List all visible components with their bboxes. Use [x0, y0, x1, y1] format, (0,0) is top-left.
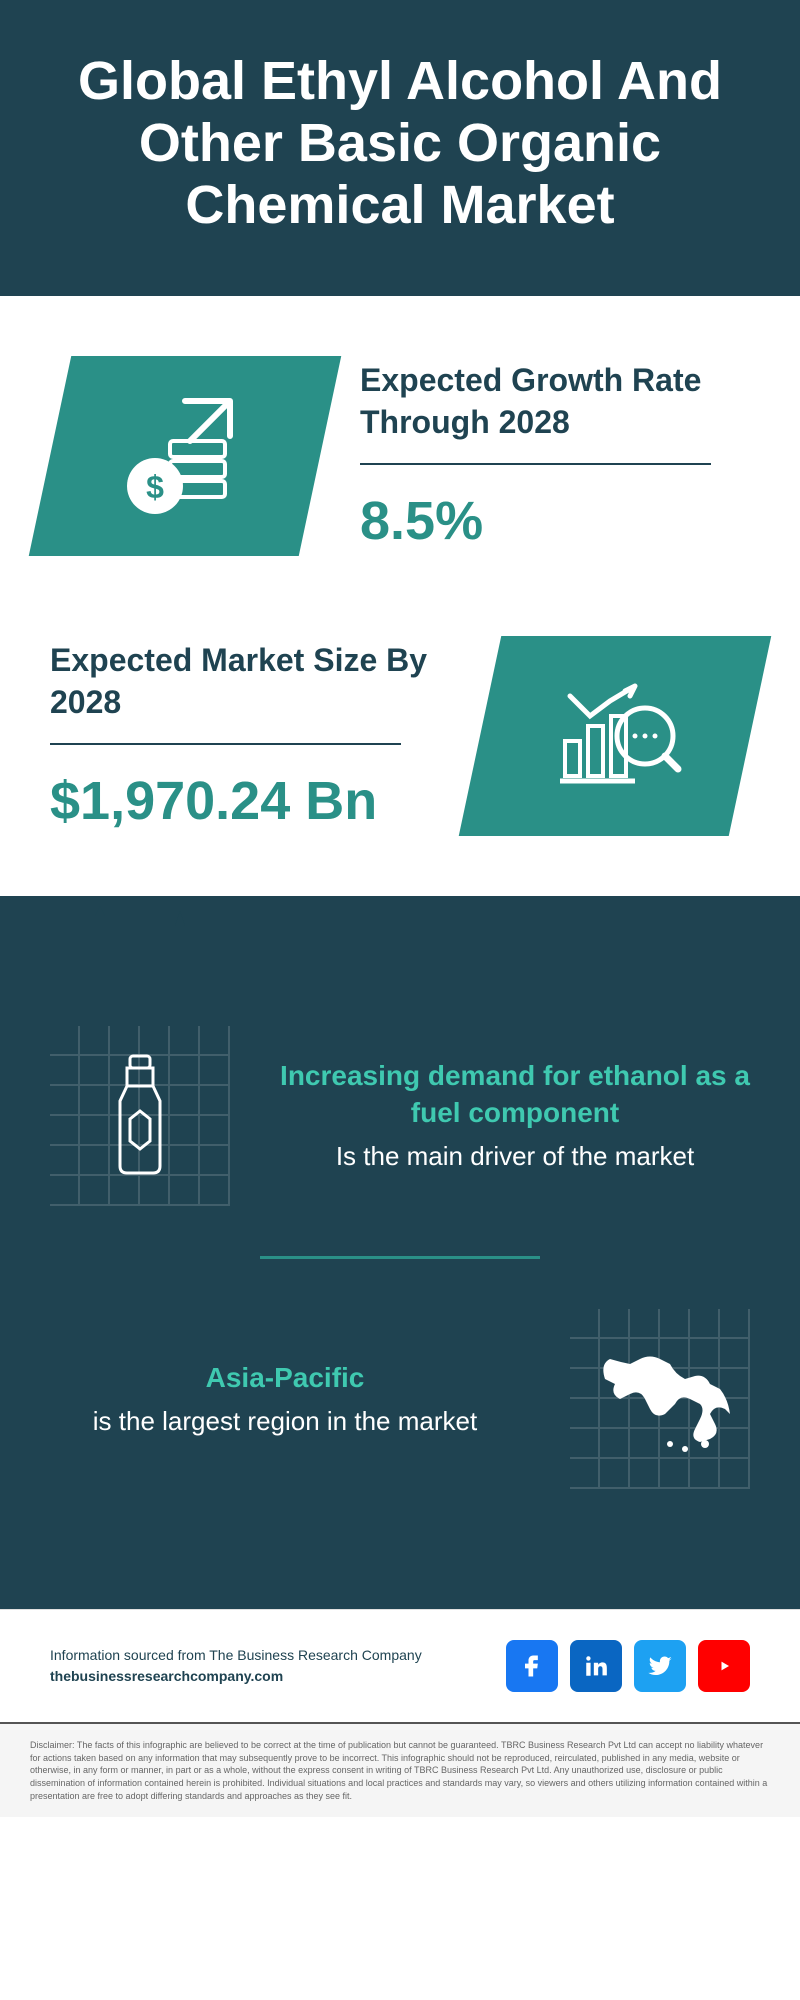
money-growth-icon: $ — [110, 386, 260, 526]
section-divider — [260, 1256, 540, 1259]
market-size-stat-row: Expected Market Size By 2028 $1,970.24 B… — [50, 636, 750, 836]
growth-stat-row: $ Expected Growth Rate Through 2028 8.5% — [50, 356, 750, 556]
market-size-value: $1,970.24 Bn — [50, 770, 440, 832]
growth-icon-shape: $ — [29, 356, 342, 556]
market-icon-shape — [459, 636, 772, 836]
header-banner: Global Ethyl Alcohol And Other Basic Org… — [0, 0, 800, 296]
region-sub: is the largest region in the market — [50, 1404, 520, 1439]
driver-highlight: Increasing demand for ethanol as a fuel … — [280, 1058, 750, 1131]
growth-value: 8.5% — [360, 490, 750, 552]
footer-source: Information sourced from The Business Re… — [50, 1645, 422, 1687]
stats-section: $ Expected Growth Rate Through 2028 8.5% — [0, 296, 800, 896]
region-row: Asia-Pacific is the largest region in th… — [50, 1309, 750, 1489]
source-line: Information sourced from The Business Re… — [50, 1645, 422, 1666]
facebook-icon[interactable] — [506, 1640, 558, 1692]
source-site: thebusinessresearchcompany.com — [50, 1666, 422, 1687]
growth-label: Expected Growth Rate Through 2028 — [360, 360, 750, 443]
divider — [50, 743, 401, 745]
linkedin-icon[interactable] — [570, 1640, 622, 1692]
twitter-icon[interactable] — [634, 1640, 686, 1692]
driver-text: Increasing demand for ethanol as a fuel … — [280, 1058, 750, 1174]
market-size-text: Expected Market Size By 2028 $1,970.24 B… — [50, 640, 440, 832]
region-highlight: Asia-Pacific — [50, 1360, 520, 1396]
growth-stat-text: Expected Growth Rate Through 2028 8.5% — [360, 360, 750, 552]
page-title: Global Ethyl Alcohol And Other Basic Org… — [40, 50, 760, 236]
svg-text:$: $ — [146, 469, 164, 505]
divider — [360, 463, 711, 465]
social-icons — [506, 1640, 750, 1692]
skyline-divider — [0, 896, 800, 996]
footer: Information sourced from The Business Re… — [0, 1609, 800, 1722]
region-text: Asia-Pacific is the largest region in th… — [50, 1360, 520, 1439]
driver-row: Increasing demand for ethanol as a fuel … — [50, 1026, 750, 1206]
map-icon-grid — [570, 1309, 750, 1489]
bottle-icon-grid — [50, 1026, 230, 1206]
dark-section: Increasing demand for ethanol as a fuel … — [0, 996, 800, 1609]
driver-sub: Is the main driver of the market — [280, 1139, 750, 1174]
chart-magnify-icon — [540, 666, 690, 806]
market-size-label: Expected Market Size By 2028 — [50, 640, 440, 723]
youtube-icon[interactable] — [698, 1640, 750, 1692]
disclaimer: Disclaimer: The facts of this infographi… — [0, 1722, 800, 1817]
